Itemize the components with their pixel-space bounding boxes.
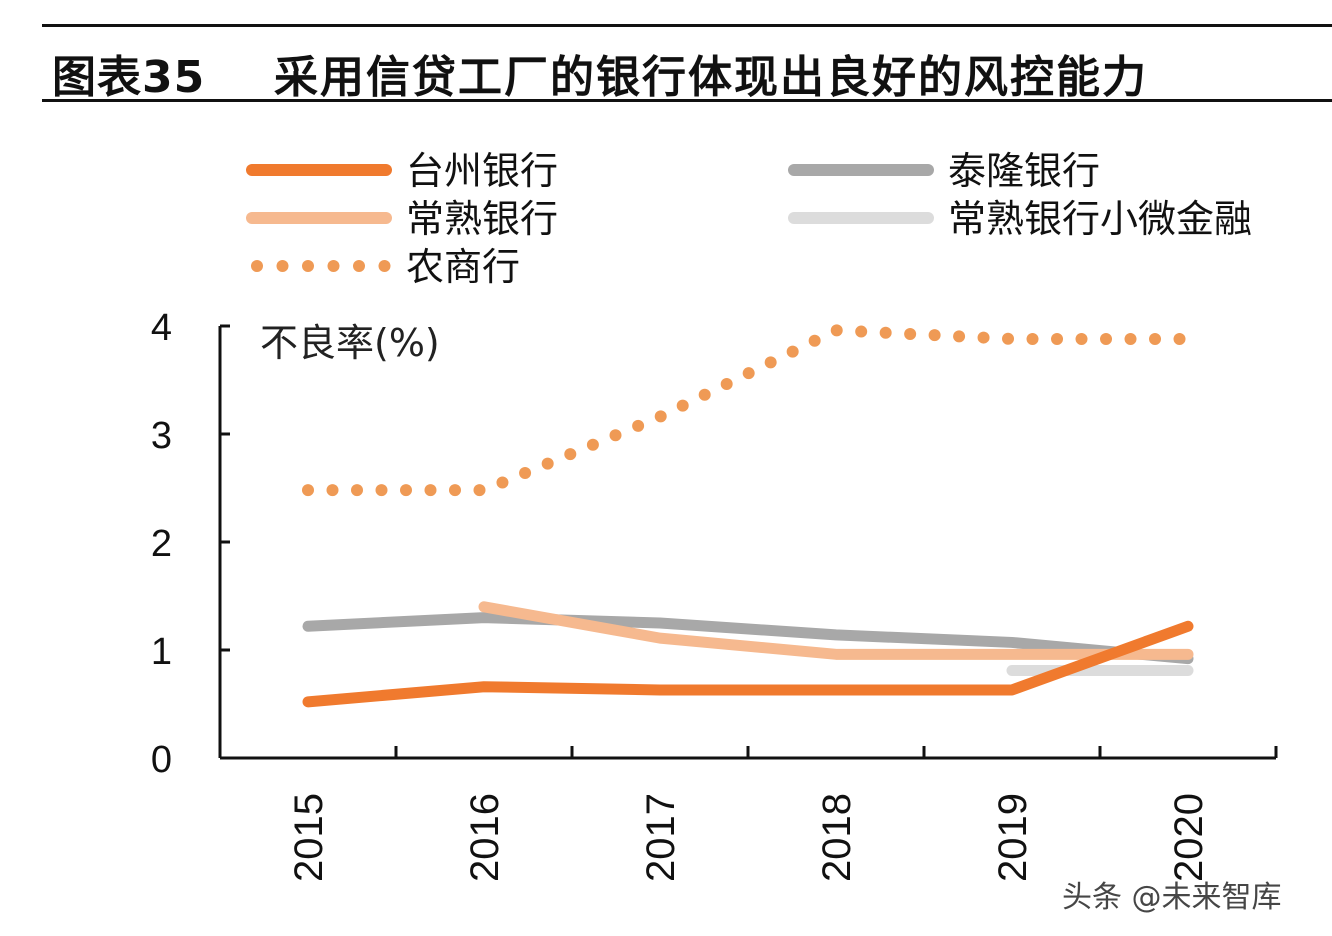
series-point bbox=[928, 329, 941, 342]
series-point bbox=[519, 467, 532, 480]
series-point bbox=[375, 484, 388, 497]
series-point bbox=[326, 484, 339, 497]
legend-swatch bbox=[378, 260, 391, 272]
series-point bbox=[609, 429, 622, 442]
y-tick-label: 4 bbox=[151, 307, 172, 349]
legend-swatch bbox=[276, 260, 289, 272]
legend-label: 常熟银行小微金融 bbox=[948, 197, 1252, 241]
y-tick-label: 0 bbox=[151, 739, 172, 781]
series-line-泰隆银行 bbox=[302, 612, 1194, 665]
series-point bbox=[473, 484, 486, 497]
series-point bbox=[1100, 332, 1113, 345]
x-tick-label: 2016 bbox=[463, 793, 507, 882]
legend-swatch bbox=[302, 260, 314, 272]
legend-swatch bbox=[327, 260, 340, 272]
legend-swatch bbox=[353, 260, 365, 272]
legend-item: 泰隆银行 bbox=[788, 149, 1100, 193]
series-point bbox=[808, 334, 821, 347]
x-tick-label: 2018 bbox=[815, 793, 859, 882]
legend-item: 常熟银行 bbox=[246, 197, 558, 241]
series-point bbox=[1002, 332, 1015, 345]
legend-item: 农商行 bbox=[251, 245, 520, 289]
series-point bbox=[400, 484, 412, 497]
legend-item: 台州银行 bbox=[246, 149, 558, 193]
series-point bbox=[742, 367, 755, 380]
series-point bbox=[977, 331, 990, 344]
y-tick-label: 3 bbox=[151, 415, 172, 457]
figure-title-bar: 图表35 采用信贷工厂的银行体现出良好的风控能力 bbox=[42, 24, 1332, 103]
figure-label: 图表35 bbox=[52, 52, 206, 103]
x-tick-label: 2017 bbox=[639, 793, 683, 882]
watermark: 头条 @未来智库 bbox=[1062, 880, 1282, 915]
y-axis-title: 不良率(%) bbox=[260, 321, 440, 365]
series-point bbox=[1173, 332, 1186, 345]
series-point bbox=[586, 438, 599, 451]
series-point bbox=[1075, 332, 1088, 345]
series-point bbox=[879, 326, 892, 339]
legend-swatch bbox=[251, 260, 263, 272]
legend-item: 常熟银行小微金融 bbox=[788, 197, 1252, 241]
series-point bbox=[953, 330, 966, 343]
series-point bbox=[449, 484, 461, 497]
legend-label: 泰隆银行 bbox=[948, 149, 1100, 193]
legend-label: 台州银行 bbox=[406, 149, 558, 193]
figure-title: 采用信贷工厂的银行体现出良好的风控能力 bbox=[274, 52, 1148, 103]
series-point bbox=[424, 484, 437, 497]
x-tick-label: 2020 bbox=[1167, 793, 1211, 882]
series-point bbox=[904, 327, 917, 340]
x-tick-label: 2015 bbox=[287, 793, 331, 882]
series-point bbox=[764, 356, 777, 369]
series-point bbox=[1124, 332, 1137, 345]
series-point bbox=[830, 324, 843, 337]
series-point bbox=[351, 484, 363, 497]
series-point bbox=[855, 325, 868, 338]
series-point bbox=[786, 345, 799, 358]
series-point bbox=[1026, 332, 1039, 345]
legend-label: 农商行 bbox=[406, 245, 520, 289]
series-line-常熟银行 bbox=[478, 601, 1194, 660]
series-line-台州银行 bbox=[302, 620, 1194, 708]
series-line-农商行 bbox=[302, 324, 1186, 497]
series-point bbox=[654, 410, 667, 423]
series-point bbox=[676, 399, 689, 412]
series-point bbox=[1149, 332, 1162, 345]
series-point bbox=[541, 457, 554, 470]
y-tick-label: 2 bbox=[151, 523, 172, 565]
series-point bbox=[302, 484, 314, 497]
legend-label: 常熟银行 bbox=[406, 197, 558, 241]
series-point bbox=[632, 419, 645, 432]
series-point bbox=[496, 476, 509, 489]
series-point bbox=[564, 448, 577, 461]
series-point bbox=[1051, 332, 1064, 345]
x-tick-label: 2019 bbox=[991, 793, 1035, 882]
y-tick-label: 1 bbox=[151, 631, 172, 673]
series-point bbox=[720, 377, 733, 390]
series-point bbox=[698, 388, 711, 401]
